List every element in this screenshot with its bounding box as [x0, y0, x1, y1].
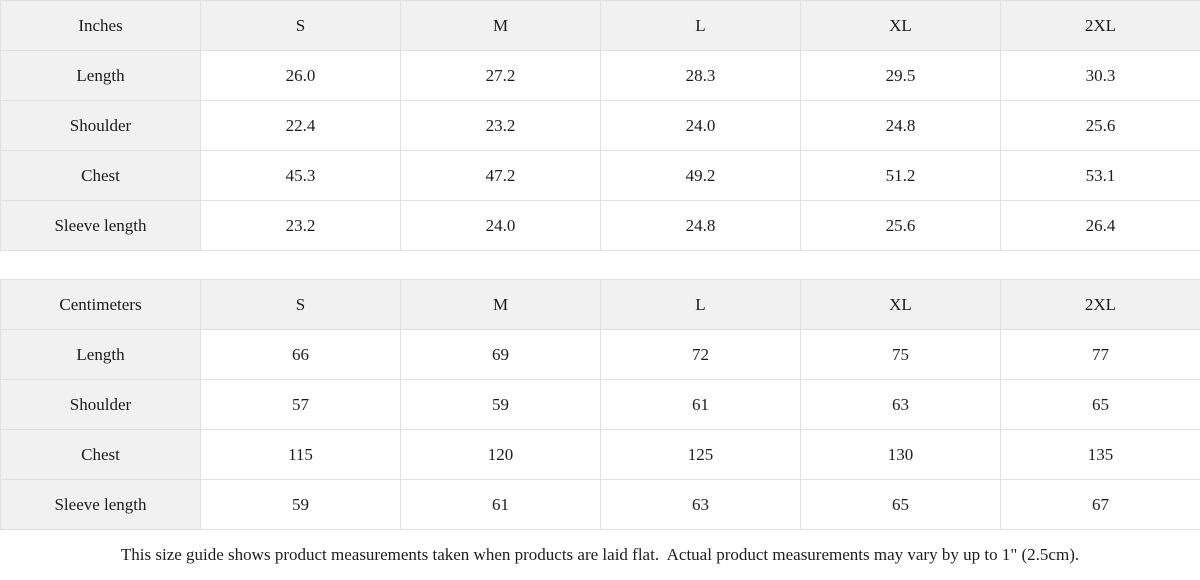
row-label: Sleeve length [0, 479, 201, 530]
size-header-s: S [200, 279, 401, 330]
size-guide-note: This size guide shows product measuremen… [120, 545, 1080, 564]
measurement-cell: 61 [400, 479, 601, 530]
size-guide-note-container: This size guide shows product measuremen… [0, 530, 1200, 580]
table-header-row: Inches S M L XL 2XL [0, 0, 1200, 51]
measurement-cell: 65 [800, 479, 1001, 530]
size-header-m: M [400, 279, 601, 330]
size-header-xl: XL [800, 0, 1001, 51]
measurement-cell: 53.1 [1000, 150, 1200, 201]
measurement-cell: 65 [1000, 379, 1200, 430]
measurement-cell: 27.2 [400, 50, 601, 101]
unit-header-centimeters: Centimeters [0, 279, 201, 330]
measurement-cell: 22.4 [200, 100, 401, 151]
size-header-2xl: 2XL [1000, 279, 1200, 330]
table-row: Sleeve length 23.2 24.0 24.8 25.6 26.4 [0, 200, 1200, 251]
measurement-cell: 29.5 [800, 50, 1001, 101]
measurement-cell: 47.2 [400, 150, 601, 201]
measurement-cell: 63 [800, 379, 1001, 430]
measurement-cell: 115 [200, 429, 401, 480]
measurement-cell: 24.0 [400, 200, 601, 251]
measurement-cell: 24.8 [600, 200, 801, 251]
table-header-row: Centimeters S M L XL 2XL [0, 279, 1200, 330]
measurement-cell: 66 [200, 329, 401, 380]
measurement-cell: 51.2 [800, 150, 1001, 201]
measurement-cell: 24.8 [800, 100, 1001, 151]
table-row: Length 66 69 72 75 77 [0, 329, 1200, 380]
row-label: Shoulder [0, 379, 201, 430]
measurement-cell: 25.6 [800, 200, 1001, 251]
measurement-cell: 61 [600, 379, 801, 430]
measurement-cell: 26.0 [200, 50, 401, 101]
size-header-m: M [400, 0, 601, 51]
measurement-cell: 69 [400, 329, 601, 380]
measurement-cell: 45.3 [200, 150, 401, 201]
measurement-cell: 75 [800, 329, 1001, 380]
table-row: Length 26.0 27.2 28.3 29.5 30.3 [0, 50, 1200, 101]
measurement-cell: 26.4 [1000, 200, 1200, 251]
table-row: Chest 45.3 47.2 49.2 51.2 53.1 [0, 150, 1200, 201]
table-row: Shoulder 22.4 23.2 24.0 24.8 25.6 [0, 100, 1200, 151]
measurement-cell: 63 [600, 479, 801, 530]
size-table-inches: Inches S M L XL 2XL Length 26.0 27.2 28.… [0, 0, 1200, 251]
measurement-cell: 125 [600, 429, 801, 480]
measurement-cell: 77 [1000, 329, 1200, 380]
size-header-2xl: 2XL [1000, 0, 1200, 51]
measurement-cell: 67 [1000, 479, 1200, 530]
measurement-cell: 59 [200, 479, 401, 530]
row-label: Chest [0, 150, 201, 201]
measurement-cell: 23.2 [200, 200, 401, 251]
unit-header-inches: Inches [0, 0, 201, 51]
table-row: Shoulder 57 59 61 63 65 [0, 379, 1200, 430]
measurement-cell: 120 [400, 429, 601, 480]
table-row: Sleeve length 59 61 63 65 67 [0, 479, 1200, 530]
measurement-cell: 57 [200, 379, 401, 430]
row-label: Sleeve length [0, 200, 201, 251]
measurement-cell: 130 [800, 429, 1001, 480]
row-label: Length [0, 329, 201, 380]
row-label: Shoulder [0, 100, 201, 151]
measurement-cell: 72 [600, 329, 801, 380]
row-label: Length [0, 50, 201, 101]
measurement-cell: 24.0 [600, 100, 801, 151]
measurement-cell: 28.3 [600, 50, 801, 101]
measurement-cell: 30.3 [1000, 50, 1200, 101]
measurement-cell: 135 [1000, 429, 1200, 480]
measurement-cell: 49.2 [600, 150, 801, 201]
size-header-l: L [600, 279, 801, 330]
size-header-xl: XL [800, 279, 1001, 330]
size-header-l: L [600, 0, 801, 51]
table-row: Chest 115 120 125 130 135 [0, 429, 1200, 480]
measurement-cell: 25.6 [1000, 100, 1200, 151]
measurement-cell: 59 [400, 379, 601, 430]
table-spacer [0, 251, 1200, 279]
row-label: Chest [0, 429, 201, 480]
size-header-s: S [200, 0, 401, 51]
measurement-cell: 23.2 [400, 100, 601, 151]
size-table-centimeters: Centimeters S M L XL 2XL Length 66 69 72… [0, 279, 1200, 530]
